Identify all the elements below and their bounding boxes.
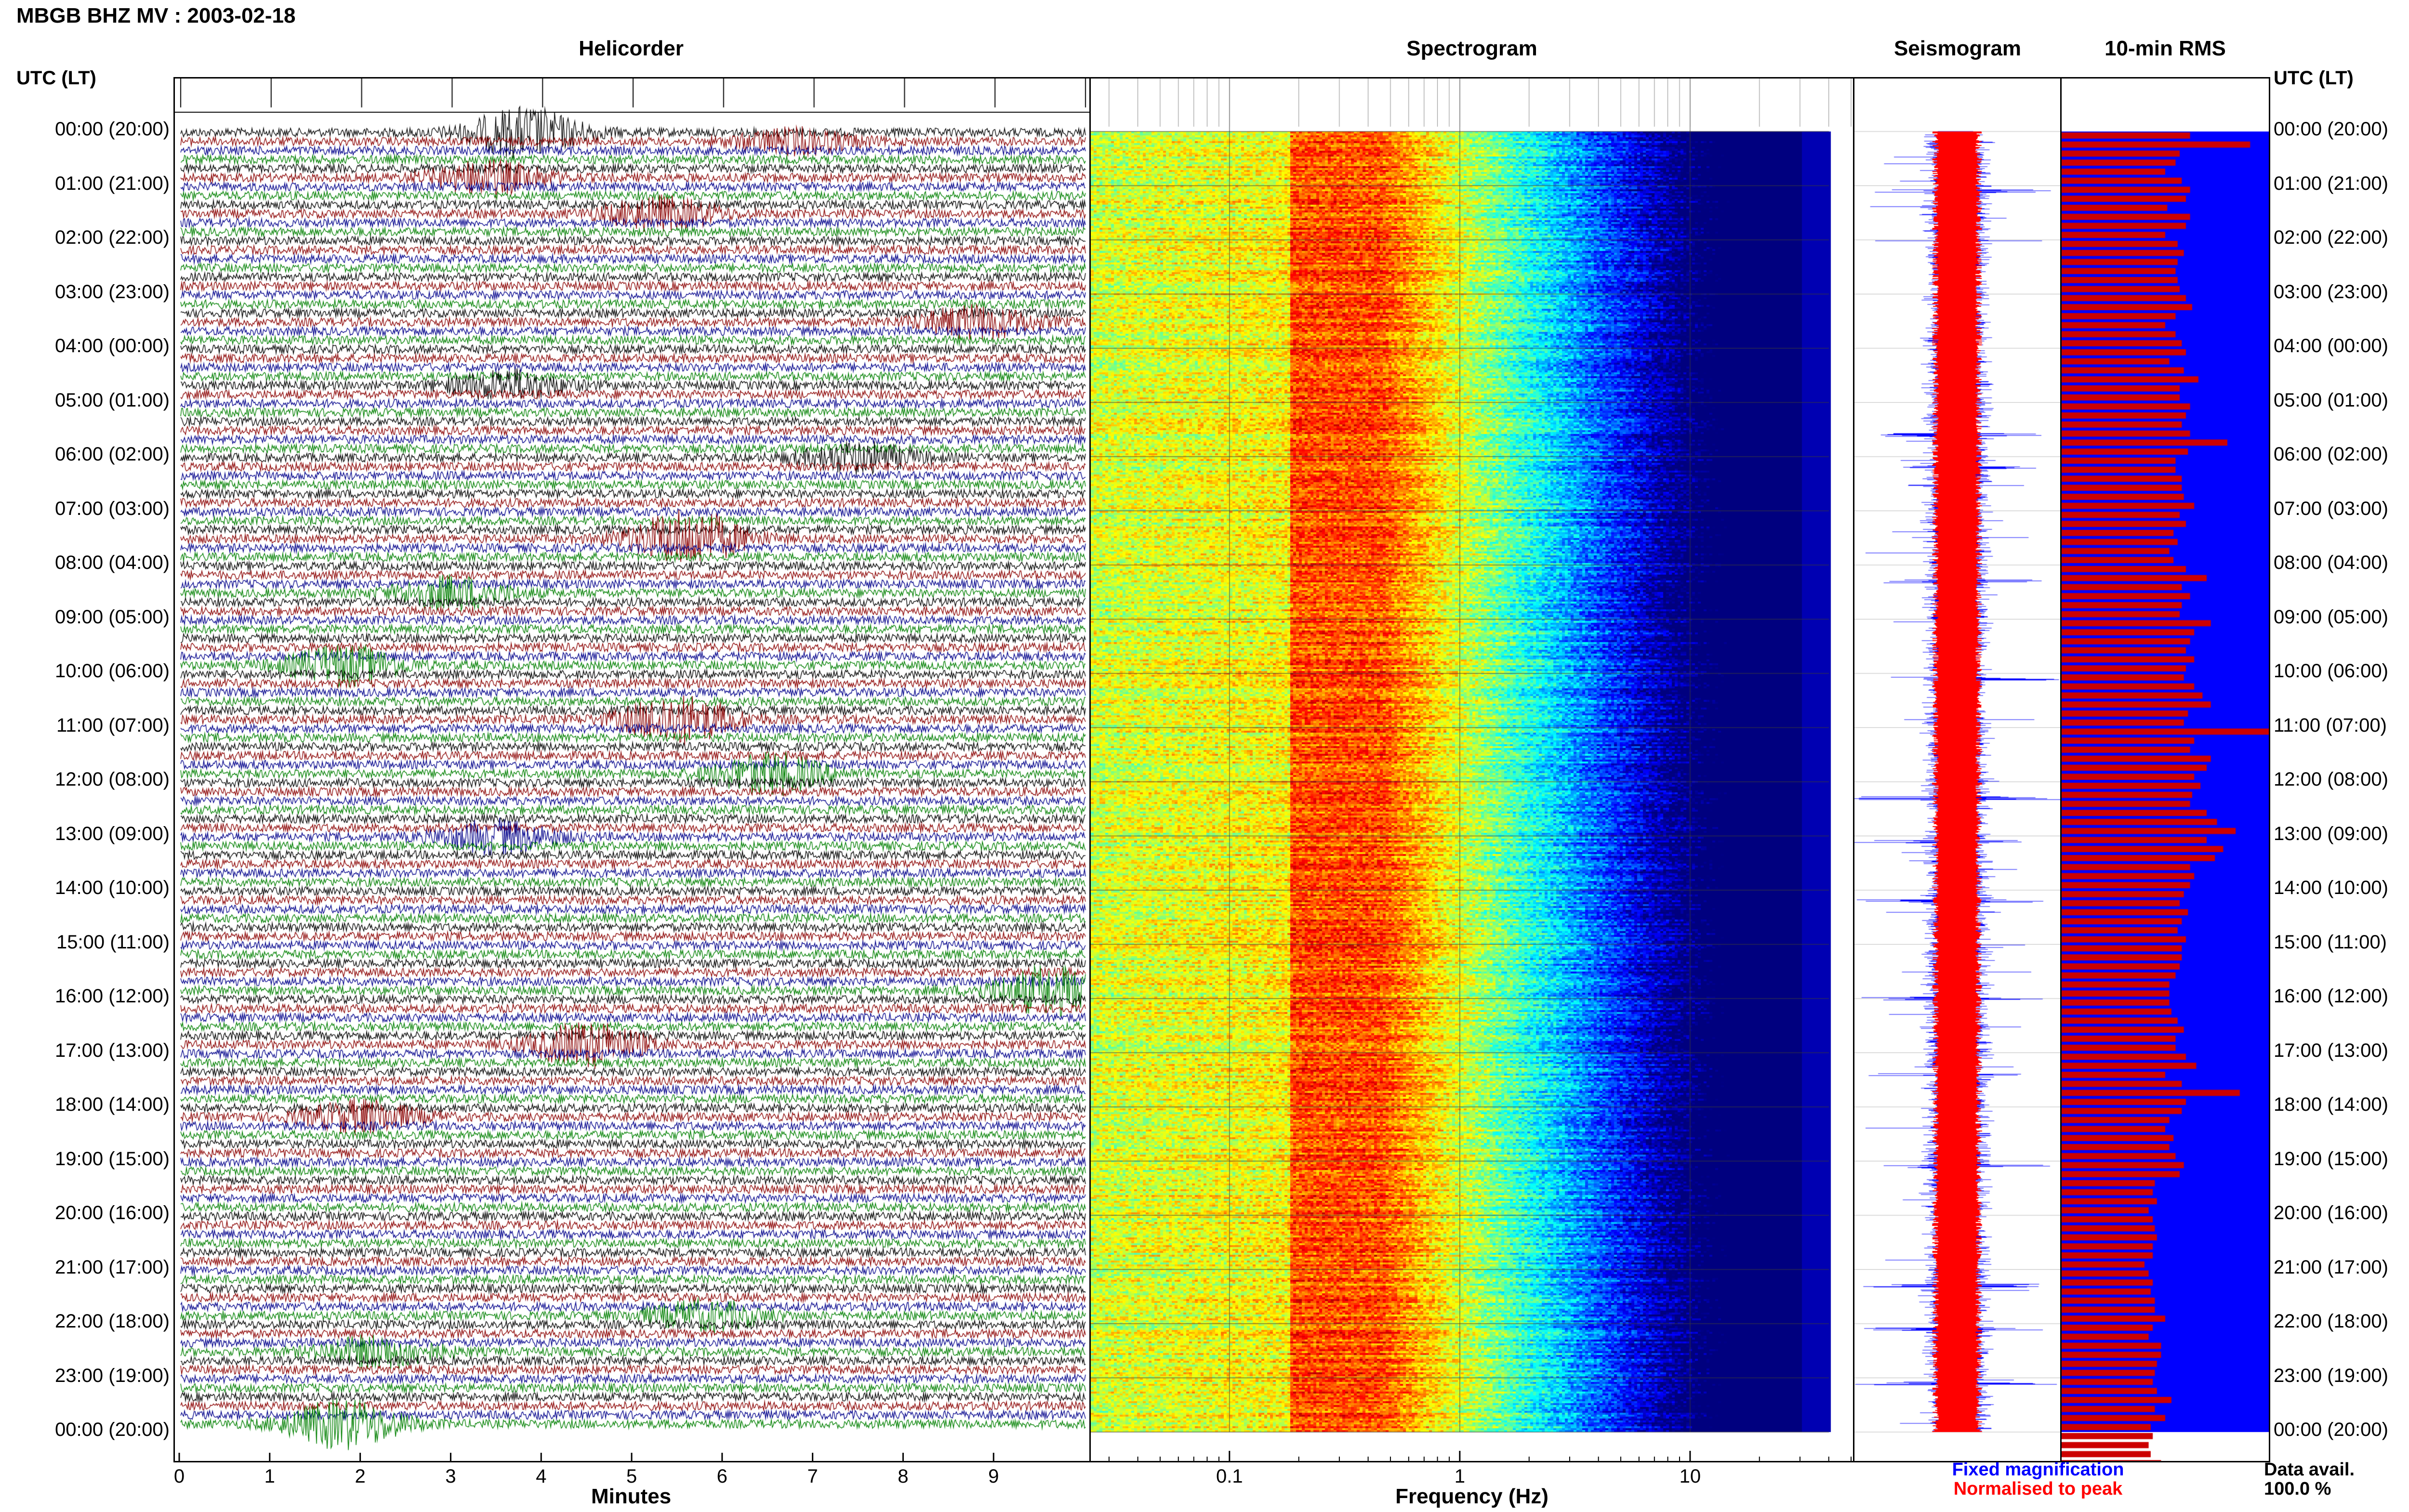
time-label-left: 01:00 (21:00) (55, 172, 170, 194)
seismogram-panel (1853, 77, 2062, 1462)
time-label-right: 13:00 (09:00) (2274, 823, 2388, 844)
data-avail-value: 100.0 % (2264, 1479, 2331, 1499)
time-label-left: 17:00 (13:00) (55, 1039, 170, 1061)
time-label-right: 02:00 (22:00) (2274, 227, 2388, 248)
time-label-left: 10:00 (06:00) (55, 660, 170, 682)
time-label-right: 16:00 (12:00) (2274, 986, 2388, 1007)
time-label-right: 08:00 (04:00) (2274, 552, 2388, 573)
time-label-left: 23:00 (19:00) (55, 1365, 170, 1386)
frequency-axis-label: Frequency (Hz) (1395, 1485, 1549, 1508)
time-label-left: 00:00 (20:00) (55, 1419, 170, 1440)
helicorder-title: Helicorder (579, 37, 684, 60)
legend-fixed-magnification: Fixed magnification (1952, 1459, 2124, 1480)
time-label-left: 11:00 (07:00) (56, 714, 170, 736)
seismogram-title: Seismogram (1893, 37, 2022, 60)
time-label-right: 23:00 (19:00) (2274, 1365, 2388, 1386)
time-label-left: 04:00 (00:00) (55, 335, 170, 356)
time-label-left: 03:00 (23:00) (55, 281, 170, 302)
helicorder-panel (173, 77, 1091, 1462)
time-label-right: 07:00 (03:00) (2274, 498, 2388, 519)
time-label-left: 12:00 (08:00) (55, 769, 170, 790)
time-label-right: 22:00 (18:00) (2274, 1311, 2388, 1332)
time-label-right: 00:00 (20:00) (2274, 1419, 2388, 1440)
spectrogram-panel (1089, 77, 1854, 1462)
time-label-left: 06:00 (02:00) (55, 444, 170, 465)
time-label-right: 20:00 (16:00) (2274, 1202, 2388, 1223)
rms-panel (2060, 77, 2270, 1462)
time-label-right: 12:00 (08:00) (2274, 769, 2388, 790)
time-label-left: 16:00 (12:00) (55, 986, 170, 1007)
time-label-left: 14:00 (10:00) (55, 877, 170, 898)
time-label-right: 01:00 (21:00) (2274, 172, 2388, 194)
spectrogram-canvas (1091, 79, 1853, 1461)
time-label-right: 09:00 (05:00) (2274, 606, 2388, 628)
time-label-right: 05:00 (01:00) (2274, 389, 2388, 411)
time-label-right: 18:00 (14:00) (2274, 1094, 2388, 1115)
time-label-right: 19:00 (15:00) (2274, 1148, 2388, 1170)
time-label-right: 03:00 (23:00) (2274, 281, 2388, 302)
utc-label-left: UTC (LT) (16, 67, 96, 89)
minute-tick-label: 9 (988, 1466, 999, 1487)
time-label-left: 09:00 (05:00) (55, 606, 170, 628)
frequency-tick-label: 1 (1455, 1466, 1465, 1487)
minutes-axis-label: Minutes (591, 1485, 672, 1508)
helicorder-canvas (175, 79, 1089, 1461)
frequency-tick-label: 10 (1680, 1466, 1701, 1487)
minute-tick-label: 2 (355, 1466, 365, 1487)
data-avail-label: Data avail. (2264, 1459, 2355, 1480)
time-label-left: 18:00 (14:00) (55, 1094, 170, 1115)
time-label-left: 19:00 (15:00) (55, 1148, 170, 1170)
time-label-right: 17:00 (13:00) (2274, 1039, 2388, 1061)
spectrogram-title: Spectrogram (1406, 37, 1537, 60)
time-label-left: 20:00 (16:00) (55, 1202, 170, 1223)
minute-tick-label: 3 (445, 1466, 456, 1487)
rms-canvas (2062, 79, 2269, 1461)
rms-title: 10-min RMS (2105, 37, 2226, 60)
minute-tick-label: 8 (898, 1466, 908, 1487)
time-label-right: 10:00 (06:00) (2274, 660, 2388, 682)
time-label-left: 21:00 (17:00) (55, 1256, 170, 1278)
seismogram-canvas (1854, 79, 2060, 1461)
time-label-right: 00:00 (20:00) (2274, 118, 2388, 140)
time-label-right: 14:00 (10:00) (2274, 877, 2388, 898)
time-label-left: 15:00 (11:00) (56, 931, 170, 953)
frequency-tick-label: 0.1 (1216, 1466, 1243, 1487)
time-label-left: 13:00 (09:00) (55, 823, 170, 844)
time-label-right: 06:00 (02:00) (2274, 444, 2388, 465)
minute-tick-label: 1 (265, 1466, 275, 1487)
time-label-left: 22:00 (18:00) (55, 1311, 170, 1332)
time-label-left: 08:00 (04:00) (55, 552, 170, 573)
minute-tick-label: 0 (174, 1466, 185, 1487)
time-label-left: 07:00 (03:00) (55, 498, 170, 519)
minute-tick-label: 7 (807, 1466, 818, 1487)
time-label-left: 05:00 (01:00) (55, 389, 170, 411)
time-label-right: 04:00 (00:00) (2274, 335, 2388, 356)
time-label-left: 02:00 (22:00) (55, 227, 170, 248)
legend-normalised-to-peak: Normalised to peak (1953, 1479, 2123, 1499)
page-title: MBGB BHZ MV : 2003-02-18 (16, 4, 296, 27)
minute-tick-label: 6 (717, 1466, 728, 1487)
utc-label-right: UTC (LT) (2274, 67, 2354, 89)
time-label-right: 21:00 (17:00) (2274, 1256, 2388, 1278)
time-label-left: 00:00 (20:00) (55, 118, 170, 140)
time-label-right: 15:00 (11:00) (2274, 931, 2387, 953)
minute-tick-label: 5 (626, 1466, 637, 1487)
time-label-right: 11:00 (07:00) (2274, 714, 2387, 736)
minute-tick-label: 4 (536, 1466, 546, 1487)
